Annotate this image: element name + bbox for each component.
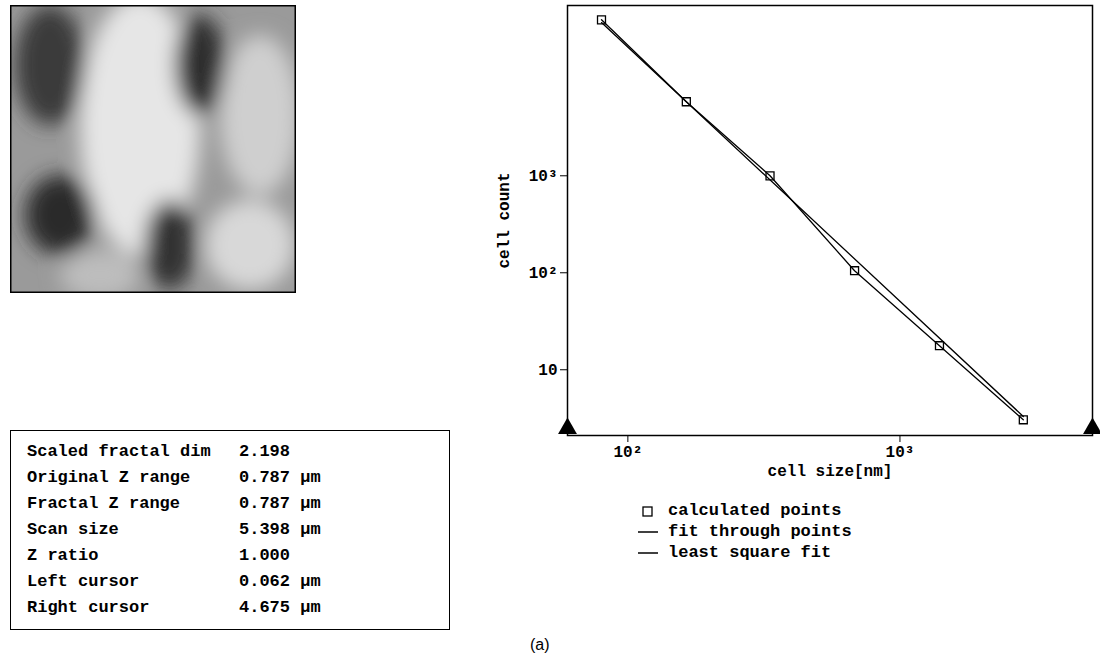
svg-text:10²: 10²: [613, 444, 642, 462]
html-text:2.198: 2.198: [239, 442, 290, 461]
html-text:least square fit: least square fit: [668, 543, 832, 562]
html-text:Z ratio: Z ratio: [27, 546, 99, 565]
svg-text:10³: 10³: [529, 168, 558, 186]
html-text:Left cursor: Left cursor: [27, 572, 140, 591]
svg-text:10³: 10³: [886, 444, 915, 462]
html-text:1.000: 1.000: [239, 546, 290, 565]
html-text:Scaled fractal dim: Scaled fractal dim: [27, 442, 211, 461]
html-text:0.062 µm: 0.062 µm: [239, 572, 321, 591]
html-text:(a): (a): [530, 636, 550, 653]
svg-text:10: 10: [538, 362, 557, 380]
html-text:fit through points: fit through points: [668, 522, 852, 541]
html-text:Original Z range: Original Z range: [27, 468, 191, 487]
html-text:calculated points: calculated points: [668, 501, 842, 520]
html-text:Right cursor: Right cursor: [27, 598, 150, 617]
html-text:Fractal Z range: Fractal Z range: [27, 494, 180, 513]
html-text:Scan size: Scan size: [27, 520, 119, 539]
html-text:0.787 µm: 0.787 µm: [239, 494, 321, 513]
html-text:5.398 µm: 5.398 µm: [239, 520, 321, 539]
html-text:4.675 µm: 4.675 µm: [239, 598, 321, 617]
svg-text:cell count: cell count: [496, 172, 514, 268]
html-text:0.787 µm: 0.787 µm: [239, 468, 321, 487]
svg-text:cell size[nm]: cell size[nm]: [768, 463, 893, 481]
svg-text:10²: 10²: [529, 265, 558, 283]
